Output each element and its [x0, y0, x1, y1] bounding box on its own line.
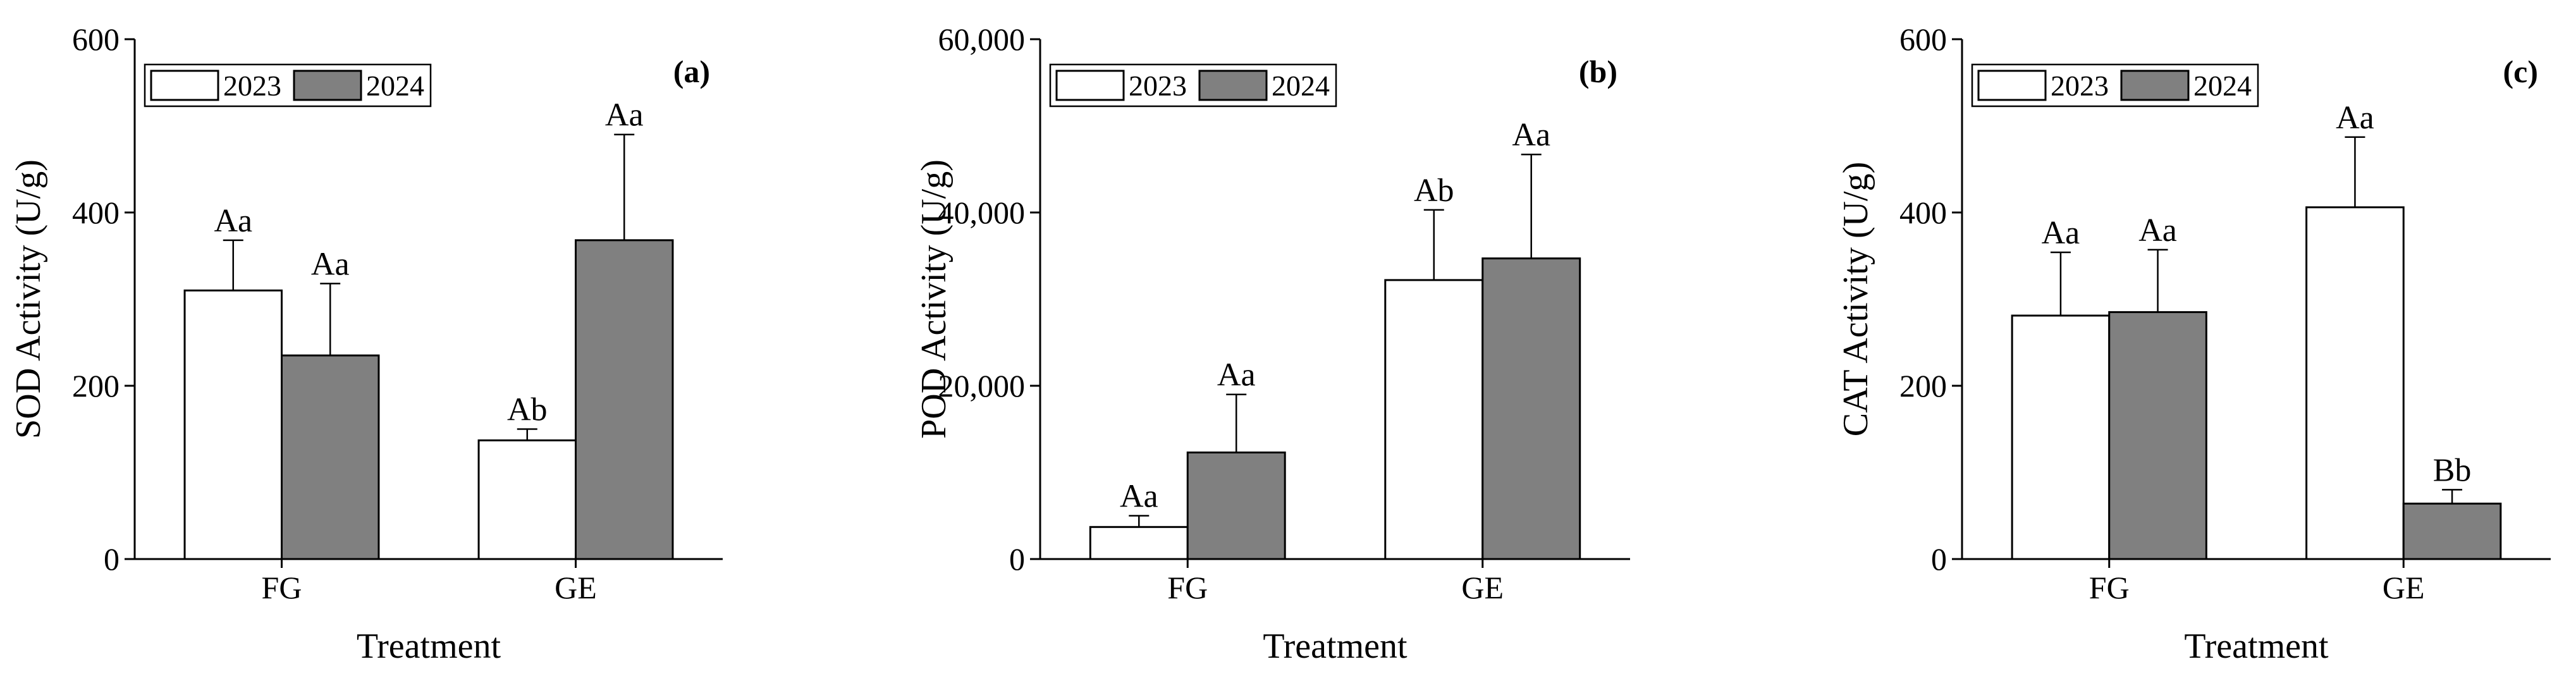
- legend-label: 2023: [1129, 70, 1187, 102]
- legend-swatch-2024: [1198, 70, 1268, 101]
- significance-label: Aa: [605, 97, 644, 133]
- significance-label: Aa: [1217, 357, 1256, 393]
- bar-2024-GE: [575, 239, 674, 560]
- legend-label: 2023: [223, 70, 281, 102]
- y-axis-title: CAT Activity (U/g): [1836, 162, 1875, 437]
- y-tick-label: 200: [1899, 368, 1947, 403]
- bar-2024-GE: [2402, 502, 2502, 560]
- x-axis-title: Treatment: [357, 627, 501, 666]
- y-tick-label: 400: [72, 195, 120, 230]
- bar-2023-GE: [2305, 206, 2405, 560]
- legend-swatch-2024: [2120, 70, 2190, 101]
- x-tick-label: FG: [1167, 570, 1208, 605]
- legend-swatch-2023: [1977, 70, 2047, 101]
- significance-label: Aa: [1512, 117, 1550, 153]
- legend-label: 2023: [2051, 70, 2109, 102]
- x-tick-label: GE: [1461, 570, 1504, 605]
- panel-label: (c): [2503, 54, 2539, 89]
- bar-2023-FG: [183, 289, 283, 560]
- bar-2024-FG: [281, 354, 380, 560]
- legend-label: 2024: [366, 70, 424, 102]
- panel-label: (b): [1579, 54, 1617, 89]
- x-axis-title: Treatment: [2184, 627, 2329, 666]
- y-axis-title: SOD Activity (U/g): [9, 159, 48, 439]
- x-tick-label: GE: [555, 570, 597, 605]
- x-tick-label: GE: [2383, 570, 2425, 605]
- significance-label: Aa: [1120, 479, 1158, 515]
- significance-label: Bb: [2433, 452, 2472, 488]
- y-tick-label: 200: [72, 368, 120, 403]
- bar-2023-GE: [1384, 279, 1484, 560]
- y-tick-label: 0: [1009, 541, 1025, 577]
- y-tick-label: 60,000: [938, 22, 1026, 57]
- y-tick-label: 600: [72, 22, 120, 57]
- y-tick-label: 20,000: [938, 368, 1026, 403]
- significance-label: Ab: [507, 392, 548, 428]
- x-axis-title: Treatment: [1263, 627, 1408, 666]
- y-tick-label: 40,000: [938, 195, 1026, 230]
- x-tick-label: FG: [262, 570, 302, 605]
- significance-label: Ab: [1414, 173, 1454, 209]
- significance-label: Aa: [2138, 212, 2177, 249]
- y-axis-title: POD Activity (U/g): [914, 159, 954, 439]
- legend-label: 2024: [2193, 70, 2252, 102]
- y-tick-label: 0: [104, 541, 120, 577]
- legend-label: 2024: [1272, 70, 1330, 102]
- bar-2024-GE: [1481, 257, 1581, 560]
- bar-2023-FG: [1089, 526, 1189, 560]
- bar-2023-FG: [2011, 314, 2111, 560]
- panel-label: (a): [673, 54, 710, 89]
- y-tick-label: 400: [1899, 195, 1947, 230]
- bar-2023-GE: [477, 439, 577, 560]
- significance-label: Aa: [311, 246, 350, 282]
- legend-swatch-2023: [1055, 70, 1125, 101]
- legend-swatch-2024: [293, 70, 362, 101]
- y-tick-label: 600: [1899, 22, 1947, 57]
- y-tick-label: 0: [1931, 541, 1947, 577]
- x-tick-label: FG: [2089, 570, 2130, 605]
- significance-label: Aa: [214, 203, 252, 239]
- bar-2024-FG: [2108, 311, 2207, 560]
- significance-label: Aa: [2042, 215, 2080, 251]
- significance-label: Aa: [2336, 100, 2374, 136]
- bar-2024-FG: [1186, 451, 1286, 560]
- legend-swatch-2023: [150, 70, 219, 101]
